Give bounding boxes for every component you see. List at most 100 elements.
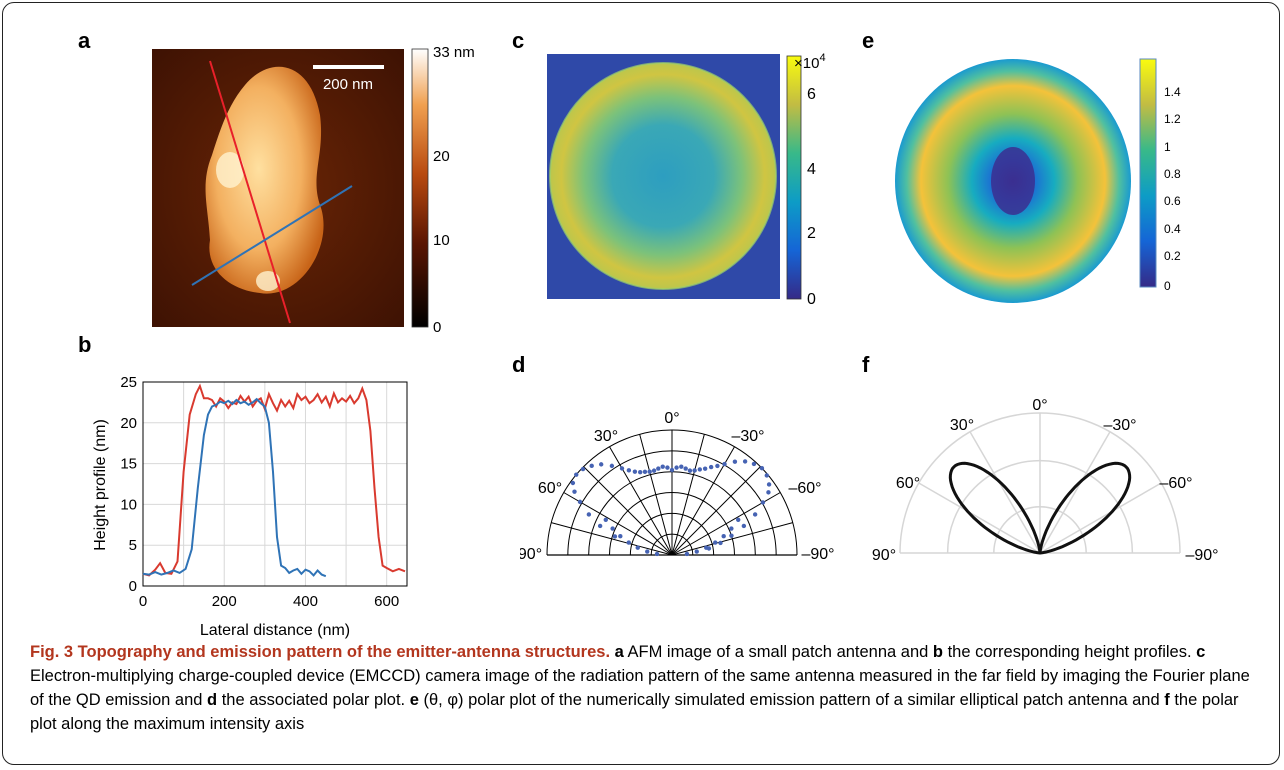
d-data-point: [609, 463, 615, 469]
d-data-point: [598, 462, 604, 467]
d-data-point: [764, 473, 769, 478]
sim-center-minimum: [991, 147, 1035, 215]
panel-label-b: b: [78, 332, 92, 357]
panel-c-emccd: ×104 6 4 2 0: [547, 52, 826, 308]
d-data-point: [722, 461, 727, 467]
caption-body: a AFM image of a small patch antenna and…: [30, 643, 1250, 733]
panel-d-polar-plot: 0° 30° –30° 60° –60° 90° –90°: [520, 410, 835, 563]
d-data-point: [708, 464, 714, 470]
chart-b-xtick: 400: [293, 593, 318, 610]
caption-text: the corresponding height profiles.: [943, 643, 1197, 661]
d-data-point: [751, 461, 757, 467]
sim-cbar-tick-1.4: 1.4: [1164, 85, 1181, 99]
f-label-90: 90°: [872, 547, 896, 564]
d-label-0: 0°: [664, 410, 679, 427]
caption-text: (θ, φ) polar plot of the numerically sim…: [418, 691, 1165, 709]
d-data-point: [660, 464, 665, 469]
d-data-point: [580, 466, 586, 472]
f-spoke: [1039, 482, 1162, 554]
d-data-point: [684, 551, 690, 557]
d-data-point: [718, 540, 723, 546]
d-data-point: [642, 469, 648, 474]
chart-b-ytick: 5: [129, 537, 137, 554]
d-data-point: [619, 466, 625, 471]
d-data-point: [702, 466, 708, 471]
caption-text: the associated polar plot.: [217, 691, 410, 709]
d-data-point: [732, 459, 738, 464]
f-spoke: [1039, 431, 1111, 554]
d-data-point: [766, 490, 771, 495]
d-data-point: [752, 512, 758, 517]
chart-b-xlabel: Lateral distance (nm): [200, 622, 350, 639]
d-data-point: [683, 466, 688, 471]
f-emission-lobes: [948, 461, 1132, 555]
panel-label-c: c: [512, 28, 525, 53]
d-data-point: [572, 489, 577, 494]
sim-cbar-tick-0: 0: [1164, 279, 1171, 293]
chart-b-xtick: 0: [139, 593, 147, 610]
d-data-point: [665, 465, 670, 470]
ccd-cbar-multiplier: ×104: [794, 52, 826, 72]
ccd-cbar-tick-0: 0: [807, 291, 816, 308]
chart-b-ytick: 10: [120, 496, 137, 513]
chart-b-series-line-2: [142, 397, 327, 578]
d-data-point: [674, 465, 679, 470]
panel-f-polar-plot: 0° 30° –30° 60° –60° 90° –90°: [872, 397, 1219, 564]
ccd-cbar-tick-4: 4: [807, 161, 816, 178]
afm-cbar-tick-20: 20: [433, 148, 450, 165]
d-spoke: [609, 446, 673, 556]
caption-lead: Fig. 3 Topography and emission pattern o…: [30, 643, 611, 661]
sim-cbar-tick-1.2: 1.2: [1164, 112, 1181, 126]
d-data-point: [626, 540, 631, 545]
d-data-point: [654, 551, 660, 557]
chart-b-ytick: 25: [120, 374, 137, 391]
sim-cbar-tick-0.2: 0.2: [1164, 249, 1181, 263]
caption-panel-ref: c: [1196, 643, 1206, 661]
afm-cbar-tick-10: 10: [433, 232, 450, 249]
d-data-point: [612, 534, 618, 539]
caption-text: AFM image of a small patch antenna and: [623, 643, 933, 661]
d-spoke: [639, 434, 673, 556]
panel-label-a: a: [78, 28, 91, 53]
d-label-30: 30°: [594, 428, 618, 445]
sim-cbar-tick-0.6: 0.6: [1164, 194, 1181, 208]
d-data-point: [760, 500, 766, 505]
d-data-point: [766, 482, 772, 487]
d-spoke: [671, 466, 761, 556]
afm-cbar-tick-0: 0: [433, 319, 441, 336]
d-data-point: [597, 523, 603, 529]
caption-text: Electron-multiplying charge-coupled devi…: [30, 667, 1250, 709]
blob-highlight-2: [256, 271, 280, 291]
d-data-point: [610, 526, 615, 531]
f-spoke: [918, 482, 1041, 554]
d-data-point: [729, 526, 734, 531]
f-label-neg90: –90°: [1185, 547, 1218, 564]
d-data-point: [603, 517, 608, 522]
d-data-point: [692, 468, 697, 473]
d-data-point: [715, 463, 720, 469]
panel-e-simulation: 1.4 1.2 1 0.8 0.6 0.4 0.2 0: [895, 58, 1181, 303]
d-data-point: [729, 533, 734, 538]
sim-cbar-tick-0.8: 0.8: [1164, 167, 1181, 181]
caption-text: the polar plot along the maximum intensi…: [30, 691, 1239, 733]
caption-panel-ref: d: [207, 691, 218, 709]
sim-colorbar: [1139, 58, 1157, 288]
ccd-cbar-tick-2: 2: [807, 225, 816, 242]
d-data-point: [618, 533, 623, 539]
profile-line-red: [209, 60, 291, 324]
chart-b-ytick: 0: [129, 578, 137, 595]
chart-b-xtick: 200: [212, 593, 237, 610]
d-data-point: [741, 523, 747, 529]
panel-b-height-profile-chart: 0 200 400 600 0 5 10 15 20 25 Lateral distance (n…: [92, 374, 408, 639]
d-spoke: [551, 522, 673, 556]
antenna-blob: [205, 66, 324, 294]
ccd-colorbar: [786, 55, 802, 300]
sim-cbar-tick-1: 1: [1164, 140, 1171, 154]
panel-label-d: d: [512, 352, 526, 377]
d-label-neg60: –60°: [788, 480, 821, 497]
ccd-radiation-disc: [550, 63, 776, 289]
chart-b-ytick: 15: [120, 456, 137, 473]
d-spoke: [583, 466, 673, 556]
d-data-point: [626, 468, 632, 473]
